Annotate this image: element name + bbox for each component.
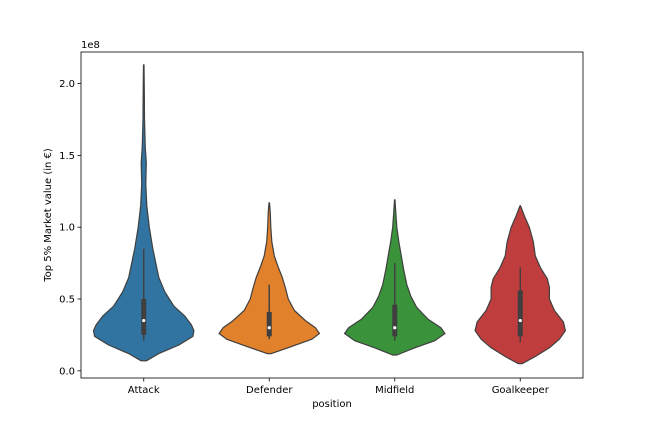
plot-frame <box>80 51 584 379</box>
y-tick-label: 2.0 <box>59 79 75 90</box>
median-point-attack <box>142 318 146 323</box>
violin-defender <box>218 202 320 355</box>
median-point-defender <box>267 326 271 330</box>
x-tick-label: Midfield <box>375 385 414 396</box>
median-point-midfield <box>393 326 397 330</box>
iqr-box-defender <box>266 311 272 337</box>
iqr-box-goalkeeper <box>517 290 523 337</box>
x-axis: Attack Defender Midfield Goalkeeper <box>128 378 550 396</box>
violins-group <box>92 64 566 365</box>
iqr-box-attack <box>141 299 147 335</box>
x-tick-label: Attack <box>128 385 160 396</box>
y-axis: 0.0 0.5 1.0 1.5 2.0 <box>59 79 81 377</box>
y-tick-label: 0.0 <box>59 366 75 377</box>
iqr-box-midfield <box>392 304 398 337</box>
y-tick-label: 1.0 <box>59 223 75 234</box>
x-axis-title: position <box>312 399 352 410</box>
y-tick-label: 1.5 <box>59 151 75 162</box>
y-tick-label: 0.5 <box>59 295 75 306</box>
x-tick-label: Defender <box>246 385 293 396</box>
x-tick-label: Goalkeeper <box>492 385 550 396</box>
y-offset-label: 1e8 <box>81 40 100 51</box>
violin-attack <box>92 64 195 362</box>
median-point-goalkeeper <box>518 318 522 323</box>
y-axis-title: Top 5% Market value (in €) <box>43 148 54 283</box>
